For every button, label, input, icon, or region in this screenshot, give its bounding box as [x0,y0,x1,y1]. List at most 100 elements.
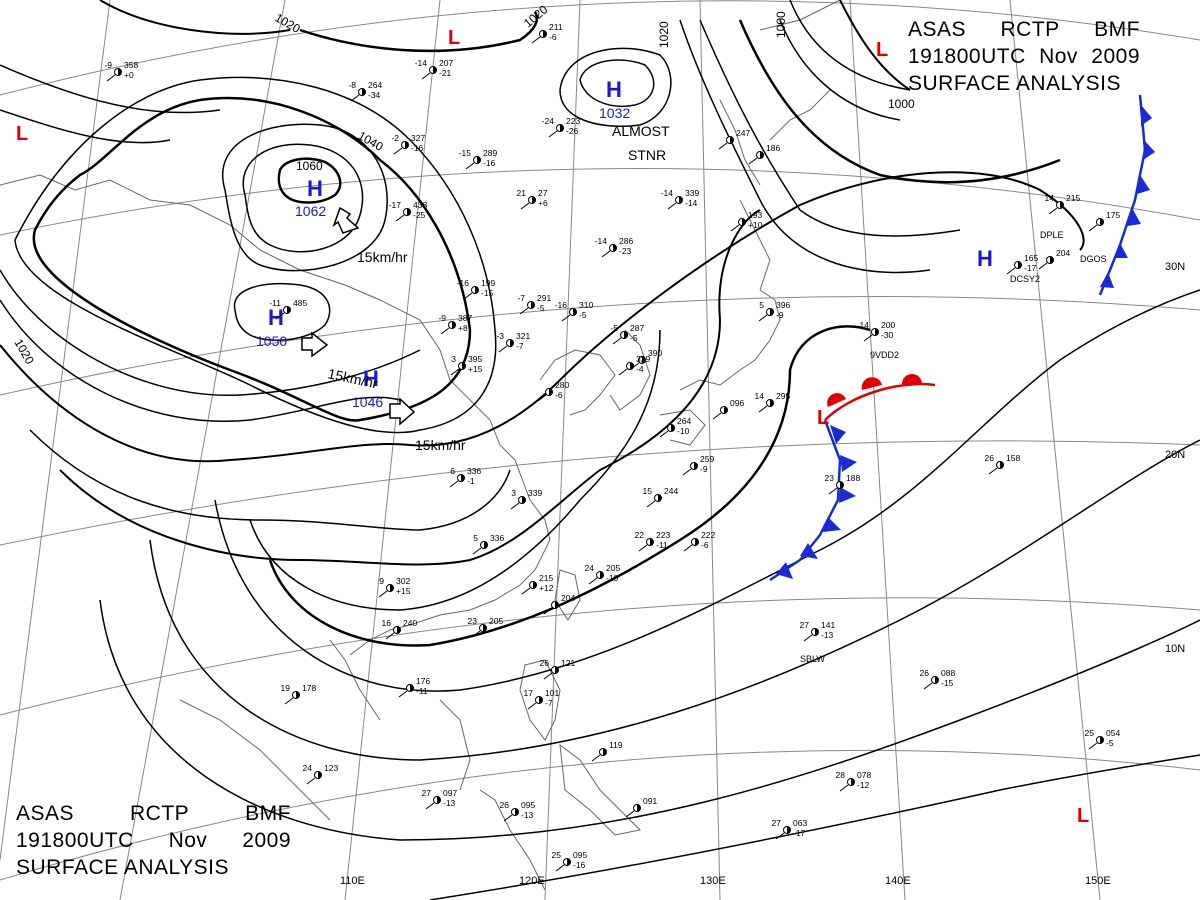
station-p: 336 [490,533,504,543]
cloud-cover-fill [1000,461,1004,469]
cloud-cover-fill [573,308,577,316]
station-d: -14 [685,198,698,208]
station-p: 165 [1024,253,1038,263]
station-p: 141 [821,620,835,630]
wind-barb [839,784,849,792]
wind-barb [106,74,116,82]
station-p: 27 [538,188,548,198]
station-p: 327 [411,133,425,143]
station-t: -16 [555,300,568,310]
cloud-cover-fill [362,88,366,96]
isobar-label: 1020 [657,21,671,48]
station-p: 158 [1006,453,1020,463]
wind-barb [450,368,460,376]
station-plot: 26 121 [540,658,575,680]
station-p: 078 [857,770,871,780]
cloud-cover-fill [840,481,844,489]
station-plot: 27 141-13 [800,620,835,642]
wind-barb [828,487,838,495]
station-p: 095 [573,850,587,860]
ship-id: SBLW [800,654,825,664]
station-plot: 19 178 [281,683,316,705]
station-t: 5 [473,533,478,543]
wind-barb [385,632,395,640]
station-p: 063 [793,818,807,828]
station-p: 259 [700,454,714,464]
station-plot: 25 054-5 [1085,728,1120,750]
station-plot: -15 289-16 [459,148,497,170]
cloud-cover-fill [815,628,819,636]
station-t: 14 [860,320,870,330]
wind-barb [625,810,635,818]
station-t: -5 [610,323,618,333]
header-bottom: ASAS RCTP BMF 191800UTC Nov 2009 SURFACE… [16,800,291,881]
station-p: 240 [403,618,417,628]
station-plot: 27 063-17 [772,818,807,840]
cloud-cover-fill [671,424,675,432]
wind-barb [398,690,408,698]
station-t: -9 [104,60,112,70]
station-d: -13 [443,798,456,808]
wind-barb [748,157,758,165]
station-p: 286 [619,236,633,246]
station-d: -34 [368,90,381,100]
cloud-cover-fill [613,244,617,252]
high-pressure-symbol: H [363,366,379,391]
wind-barb [1038,262,1048,270]
station-plot: 26 158 [985,453,1020,475]
wind-barb [667,202,677,210]
wind-barb [471,630,481,638]
station-t: -3 [496,331,504,341]
station-t: -14 [661,188,674,198]
warm-front-bumps [827,374,922,407]
low-pressure-symbol: L [448,27,460,49]
station-p: 339 [685,188,699,198]
cloud-cover-fill [437,796,441,804]
station-p: 200 [881,320,895,330]
station-d: -23 [619,246,632,256]
station-t: 28 [836,770,846,780]
station-p: 291 [537,293,551,303]
low-pressure-symbol: L [16,123,28,145]
station-p: 390 [648,348,662,358]
station-plot: -8 264-34 [348,80,382,102]
station-d: +8 [458,323,468,333]
station-d: -5 [579,310,587,320]
station-plot: 390 [630,348,662,370]
cloud-cover-fill [600,571,604,579]
station-plot: 21 27+6 [517,188,548,210]
wind-barb [531,36,541,44]
station-p: 289 [483,148,497,158]
coastlines [0,0,841,891]
station-plot: 25 095-16 [552,850,587,872]
wind-barb [718,142,728,150]
station-plot: 3 339 [510,488,542,510]
station-d: +10 [748,220,763,230]
station-t: 26 [500,800,510,810]
station-d: -1 [467,476,475,486]
station-p: 438 [413,200,427,210]
wind-barb [463,292,473,300]
cloud-cover-fill [724,406,728,414]
station-plot: 204 [543,593,575,615]
station-t: 26 [540,658,550,668]
station-plot: 3 395+15 [450,354,483,376]
cloud-cover-fill [1060,201,1064,209]
motion-arrows [301,206,416,426]
station-plot: 14 295 [755,391,790,413]
station-plot: 24 123 [303,763,338,785]
station-plot: -17 438-25 [389,200,427,222]
station-plot: 193+10 [730,210,763,232]
station-d: -7 [545,698,553,708]
high-pressure-symbol: H [307,176,323,201]
ship-id: 9VDD2 [870,350,899,360]
station-p: 223 [656,530,670,540]
cloud-cover-fill [515,808,519,816]
cloud-cover-fill [1050,256,1054,264]
station-plot: -7 291-5 [517,293,551,315]
station-d: -6 [549,32,557,42]
station-plot: 119 [591,740,623,762]
wind-barb [863,334,873,342]
wind-barb [306,777,316,785]
